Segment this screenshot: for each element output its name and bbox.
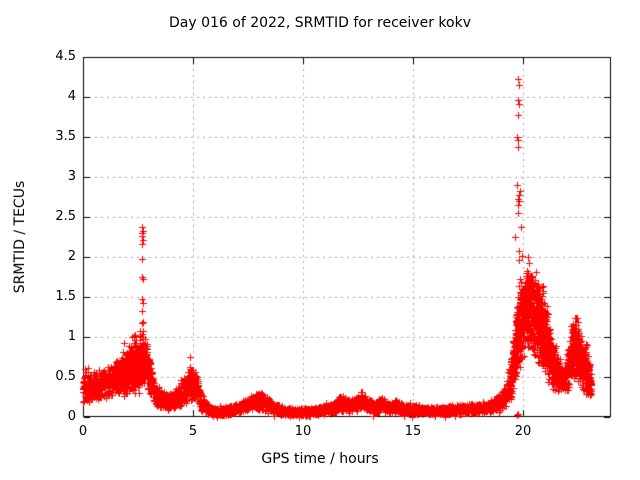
x-axis-label: GPS time / hours xyxy=(261,451,379,467)
y-axis-label: SRMTID / TECUs xyxy=(12,180,28,294)
chart-title: Day 016 of 2022, SRMTID for receiver kok… xyxy=(169,15,471,31)
